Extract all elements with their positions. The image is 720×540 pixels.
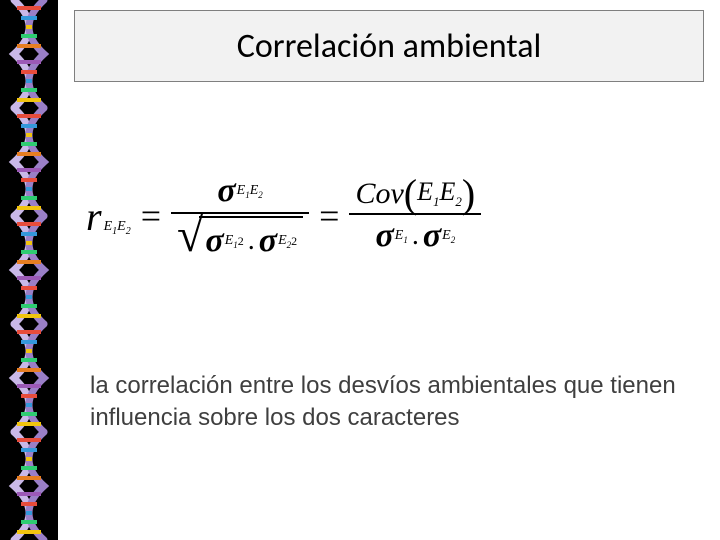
fraction-2: Cov(E1E2) σE1 . σE2 xyxy=(349,175,481,257)
r-subscript: E1E2 xyxy=(102,205,131,237)
sqrt: √ σE12 . σE22 xyxy=(177,216,303,260)
slide-content: Correlación ambiental r E1E2 = σE1E2 √ σ… xyxy=(58,0,720,540)
cov-arg: E1E2 xyxy=(417,177,462,210)
frac1-denominator: √ σE12 . σE22 xyxy=(171,214,309,262)
description-text: la correlación entre los desvíos ambient… xyxy=(90,370,680,435)
open-paren: ( xyxy=(404,179,417,209)
sigma-sub: E1E2 xyxy=(236,183,263,200)
equals-sign: = xyxy=(319,195,339,237)
close-paren: ) xyxy=(462,179,475,209)
frac2-numerator: Cov(E1E2) xyxy=(349,175,481,213)
r-symbol: r xyxy=(86,193,102,240)
formula: r E1E2 = σE1E2 √ σE12 . σE22 xyxy=(86,170,686,262)
cov-label: Cov xyxy=(355,177,403,211)
title-box: Correlación ambiental xyxy=(74,10,704,82)
sigma-symbol: σ xyxy=(217,172,235,210)
sqrt-body: σE12 . σE22 xyxy=(199,216,303,260)
fraction-1: σE1E2 √ σE12 . σE22 xyxy=(171,170,309,262)
slide-title: Correlación ambiental xyxy=(237,26,542,67)
equals-sign: = xyxy=(141,195,161,237)
formula-lhs: r E1E2 xyxy=(86,193,131,240)
frac1-numerator: σE1E2 xyxy=(211,170,268,212)
frac2-denominator: σE1 . σE2 xyxy=(369,215,461,257)
dna-sidebar-image xyxy=(0,0,58,540)
